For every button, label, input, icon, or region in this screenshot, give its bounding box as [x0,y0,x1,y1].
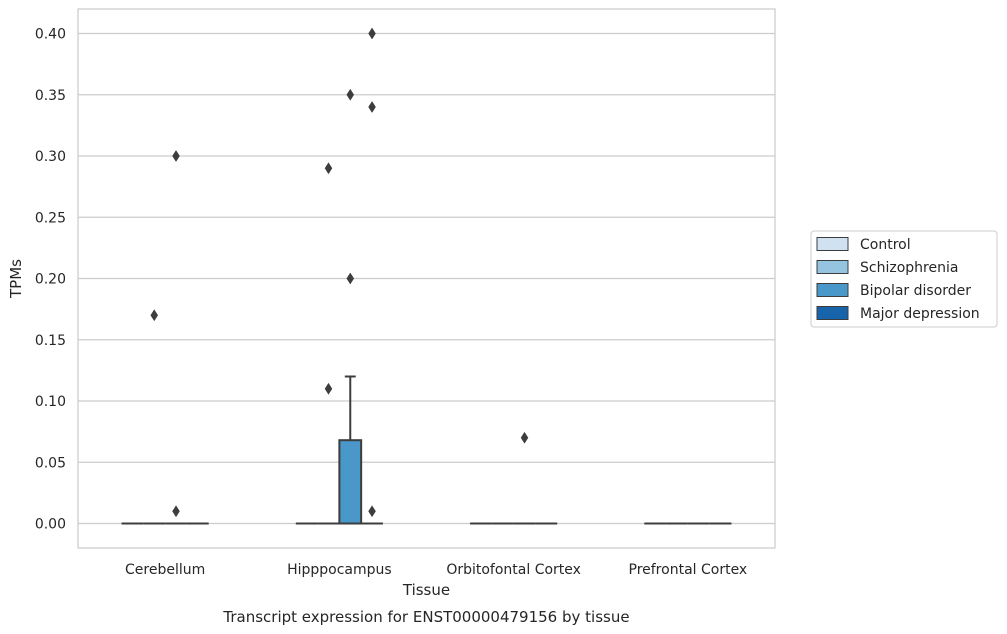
legend-frame [810,230,998,328]
y-tick-label: 0.20 [35,272,66,288]
y-tick-label: 0.00 [35,517,66,533]
legend-swatch [816,260,849,274]
x-tick-label: Cerebellum [125,562,205,578]
legend-item: Bipolar disorder [816,283,971,299]
outlier-point [172,150,180,162]
boxes [121,375,732,525]
x-axis-label: Tissue [402,581,450,599]
x-axis-ticks: Cerebellum Hipppocampus Orbitofontal Corte… [125,562,747,578]
legend-label: Control [860,237,911,253]
y-tick-label: 0.25 [35,210,66,226]
box-bipolar-disorder [338,375,363,525]
y-axis-ticks: 0.00 0.05 0.10 0.15 0.20 0.25 0.30 0.35 0.40 [35,27,66,533]
outlier-point [368,505,376,518]
box-body [338,439,363,525]
y-tick-label: 0.10 [35,394,66,410]
outlier-point [368,27,376,40]
legend-label: Major depression [860,306,980,322]
y-tick-label: 0.40 [35,27,66,43]
outlier-point [346,88,355,101]
legend-item: Schizophrenia [816,260,958,276]
outlier-point [520,431,529,444]
legend-label: Schizophrenia [860,260,958,276]
outlier-point [368,101,376,113]
legend-swatch [816,306,849,320]
legend-swatch [816,283,849,297]
legend-item: Major depression [816,306,980,322]
legend-label: Bipolar disorder [860,283,971,299]
chart-caption: Transcript expression for ENST0000047915… [222,608,629,626]
y-tick-label: 0.05 [35,455,66,471]
outlier-point [172,505,180,518]
y-tick-label: 0.15 [35,333,66,349]
outlier-point [150,309,159,322]
grid-lines [78,32,775,525]
x-tick-label: Prefrontal Cortex [629,562,748,578]
x-tick-label: Hipppocampus [287,562,392,578]
legend-swatch [816,237,849,251]
legend: Control Schizophrenia Bipolar disorder Majo… [810,230,998,328]
outlier-point [324,382,333,395]
outlier-point [324,162,333,175]
outlier-point [346,272,355,285]
outliers [150,27,529,518]
x-tick-label: Orbitofontal Cortex [446,562,581,578]
y-tick-label: 0.30 [35,149,66,165]
legend-item: Control [816,237,911,253]
y-axis-label: TPMs [7,259,25,299]
y-tick-label: 0.35 [35,88,66,104]
plot-frame [77,8,776,549]
